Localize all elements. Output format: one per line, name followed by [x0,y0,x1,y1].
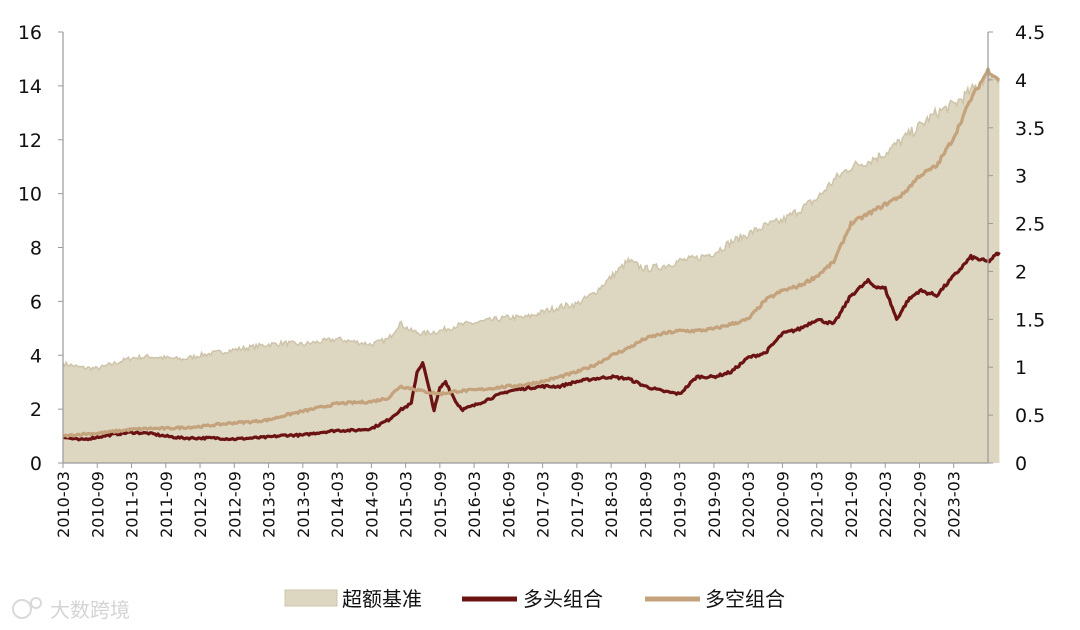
x-tick-label: 2023-03 [945,471,964,538]
watermark-text: 大数跨境 [50,598,130,622]
y-right-tick-label: 2 [1015,261,1027,283]
x-tick-label: 2017-09 [568,471,587,538]
legend-item: 多空组合 [645,587,785,611]
legend-label: 多空组合 [705,587,785,611]
y-right-tick-label: 4 [1015,70,1027,92]
legend-label: 超额基准 [342,587,422,611]
area-line-excess-benchmark [62,68,1001,372]
y-right-tick-label: 4.5 [1015,22,1045,44]
x-tick-label: 2022-09 [910,471,929,538]
y-left-tick-label: 14 [18,76,42,98]
legend-label: 多头组合 [523,587,603,611]
x-tick-label: 2020-03 [739,471,758,538]
y-left-tick-label: 2 [30,399,42,421]
watermark-logo-icon [12,597,42,619]
y-right-tick-label: 3 [1015,166,1027,188]
x-tick-label: 2012-03 [191,471,210,538]
x-tick-label: 2019-09 [705,471,724,538]
line-long-portfolio [62,251,1001,442]
axes: 0 2 4 6 8 10 12 14 16 0 0.5 1 1.5 2 2.5 3 3.5 4 4.5 2010-03… [18,22,1045,538]
x-tick-label: 2018-03 [602,471,621,538]
legend-item: 多头组合 [462,587,603,611]
x-tick-label: 2021-03 [808,471,827,538]
legend-swatch [284,589,338,607]
x-tick-label: 2012-09 [225,471,244,538]
x-tick-label: 2011-03 [123,471,142,538]
y-right-tick-label: 3.5 [1015,118,1045,140]
x-tick-label: 2013-03 [260,471,279,538]
y-left-tick-label: 16 [18,22,42,44]
y-right-tick-label: 1 [1015,357,1027,379]
x-tick-label: 2014-09 [362,471,381,538]
x-tick-label: 2019-03 [671,471,690,538]
y-right-tick-label: 2.5 [1015,214,1045,236]
y-left-tick-label: 10 [18,184,42,206]
x-tick-label: 2015-03 [397,471,416,538]
x-tick-label: 2015-09 [431,471,450,538]
y-left-tick-label: 8 [30,238,42,260]
y-left-tick-label: 6 [30,291,42,313]
plot-area [62,67,1001,464]
line-long-short-portfolio [62,67,1000,439]
y-left-tick-label: 0 [30,453,42,475]
x-tick-label: 2014-03 [328,471,347,538]
x-tick-label: 2017-03 [534,471,553,538]
y-right-tick-label: 0 [1015,453,1027,475]
x-tick-label: 2010-09 [88,471,107,538]
area-fill-excess-benchmark [63,70,1000,464]
watermark: 大数跨境 [12,597,130,622]
x-tick-label: 2018-09 [636,471,655,538]
x-tick-label: 2016-03 [465,471,484,538]
x-tick-label: 2022-03 [876,471,895,538]
x-tick-label: 2013-09 [294,471,313,538]
x-tick-label: 2011-09 [157,471,176,538]
legend: 超额基准 多头组合 多空组合 [284,587,785,611]
x-tick-label: 2020-09 [773,471,792,538]
legend-item: 超额基准 [284,587,422,611]
x-tick-label: 2016-09 [499,471,518,538]
y-right-tick-label: 1.5 [1015,309,1045,331]
y-left-tick-label: 4 [30,345,42,367]
x-tick-label: 2010-03 [54,471,73,538]
y-left-tick-label: 12 [18,130,42,152]
y-right-tick-label: 0.5 [1015,405,1045,427]
x-tick-label: 2021-09 [842,471,861,538]
